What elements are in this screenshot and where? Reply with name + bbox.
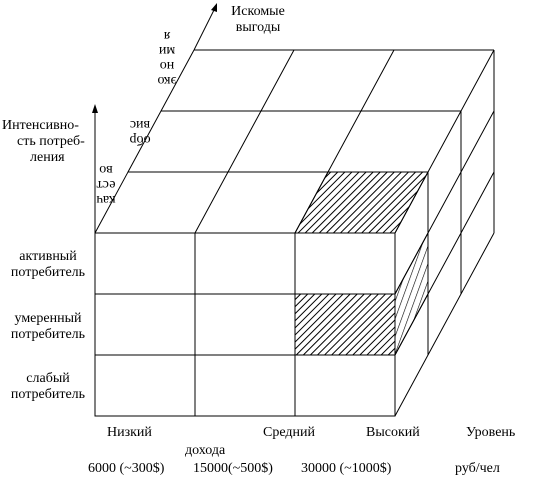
depth-label-service: обр вис bbox=[129, 117, 151, 147]
benefits-axis-arrow bbox=[193, 3, 217, 51]
cube-lines bbox=[94, 49, 495, 417]
column-label-low: Низкий bbox=[107, 425, 152, 440]
income-axis-label-line1: Уровень bbox=[466, 425, 516, 440]
benefits-axis-label: Искомые выгоды bbox=[231, 4, 285, 35]
column-label-medium: Средний bbox=[263, 425, 315, 440]
column-label-high: Высокий bbox=[366, 425, 420, 440]
income-unit: руб/чел bbox=[455, 461, 500, 476]
row-label-weak: слабый потребитель bbox=[10, 371, 86, 402]
income-axis-label-line2: дохода bbox=[185, 443, 226, 458]
income-value-medium: 15000(~500$) bbox=[193, 461, 273, 476]
row-label-active: активный потребитель bbox=[10, 249, 86, 280]
intensity-axis-arrow bbox=[92, 104, 98, 233]
highlight-side-face bbox=[394, 232, 429, 356]
highlight-top-face bbox=[294, 171, 429, 234]
row-label-moderate: умеренный потребитель bbox=[10, 311, 86, 342]
depth-label-quality: кач ест во bbox=[96, 162, 116, 207]
income-value-low: 6000 (~300$) bbox=[88, 461, 165, 476]
income-value-high: 30000 (~1000$) bbox=[301, 461, 392, 476]
depth-label-economy: эко но ми я bbox=[157, 28, 177, 88]
intensity-axis-label: Интенсивно- сть потреб- ления bbox=[2, 118, 85, 165]
highlight-front-face bbox=[294, 293, 396, 356]
